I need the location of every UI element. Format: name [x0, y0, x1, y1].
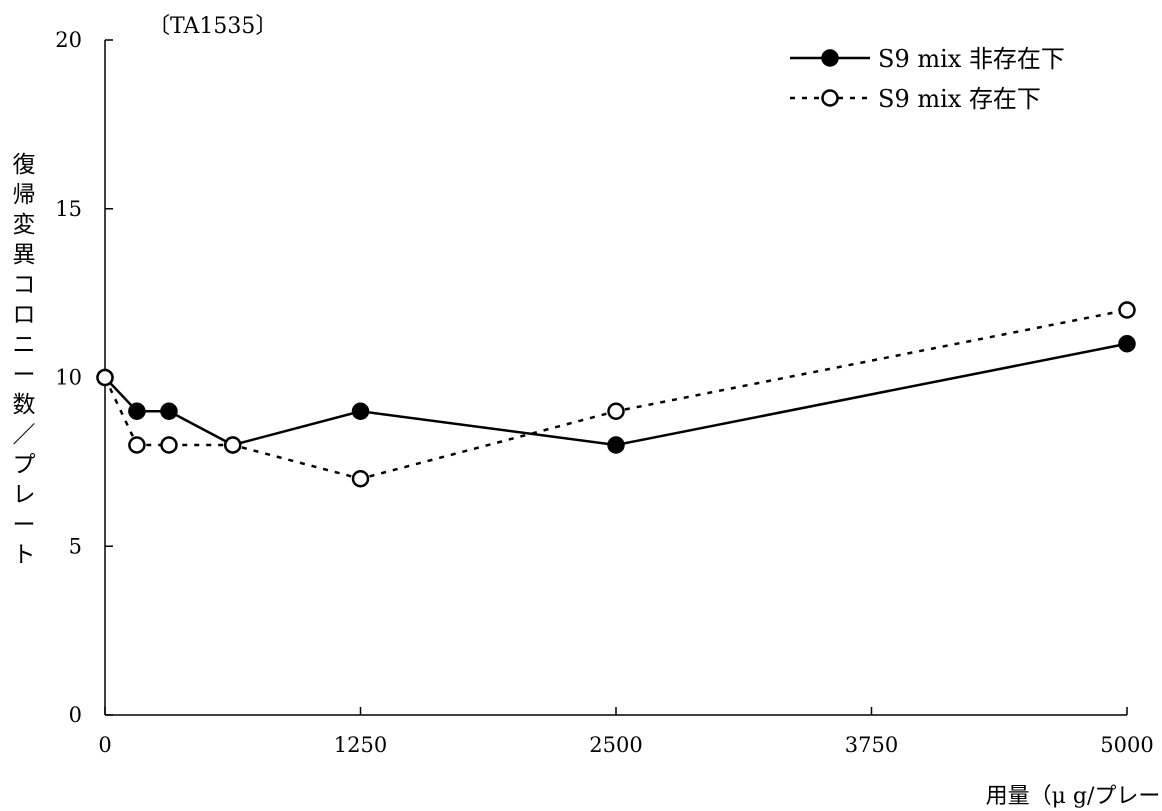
- data-point: [607, 402, 625, 420]
- y-tick-label: 10: [55, 366, 82, 390]
- data-point: [96, 368, 114, 387]
- legend-label: S9 mix 存在下: [878, 85, 1041, 113]
- x-tick-label: 2500: [589, 733, 642, 757]
- legend-label: S9 mix 非存在下: [878, 45, 1065, 73]
- data-point: [128, 436, 146, 454]
- x-tick-label: 0: [98, 733, 111, 757]
- x-tick-label: 5000: [1100, 733, 1153, 757]
- data-point: [351, 470, 370, 488]
- data-point: [351, 402, 370, 420]
- data-point: [128, 402, 146, 420]
- axes: 0 5 10 15 20 0 1250 2500 3750 5000: [55, 28, 1153, 757]
- legend-item: S9 mix 存在下: [790, 85, 1041, 113]
- data-point: [160, 402, 178, 420]
- data-point: [224, 436, 242, 454]
- x-tick-label: 1250: [334, 733, 387, 757]
- y-tick-label: 5: [69, 534, 82, 558]
- y-tick-label: 15: [55, 197, 82, 221]
- legend-marker: [821, 89, 839, 107]
- data-point: [607, 436, 625, 454]
- data-point: [1118, 301, 1136, 319]
- series-2: [96, 301, 1136, 488]
- series-layer: [96, 301, 1136, 488]
- data-point: [160, 436, 178, 454]
- panel-label: 〔TA1535〕: [148, 14, 277, 39]
- series-line: [104, 342, 1128, 447]
- legend-marker: [821, 49, 839, 67]
- data-point: [1118, 335, 1136, 353]
- y-tick-label: 20: [55, 28, 82, 52]
- y-axis-title: 復帰変異コロニー数／プレート: [13, 152, 36, 568]
- x-tick-label: 3750: [845, 733, 898, 757]
- legend: S9 mix 非存在下 S9 mix 存在下: [790, 45, 1065, 113]
- y-tick-label: 0: [69, 703, 82, 727]
- series-1: [96, 335, 1136, 454]
- legend-item: S9 mix 非存在下: [790, 45, 1065, 73]
- x-axis-title: 用量（μ g/プレート）: [986, 784, 1162, 809]
